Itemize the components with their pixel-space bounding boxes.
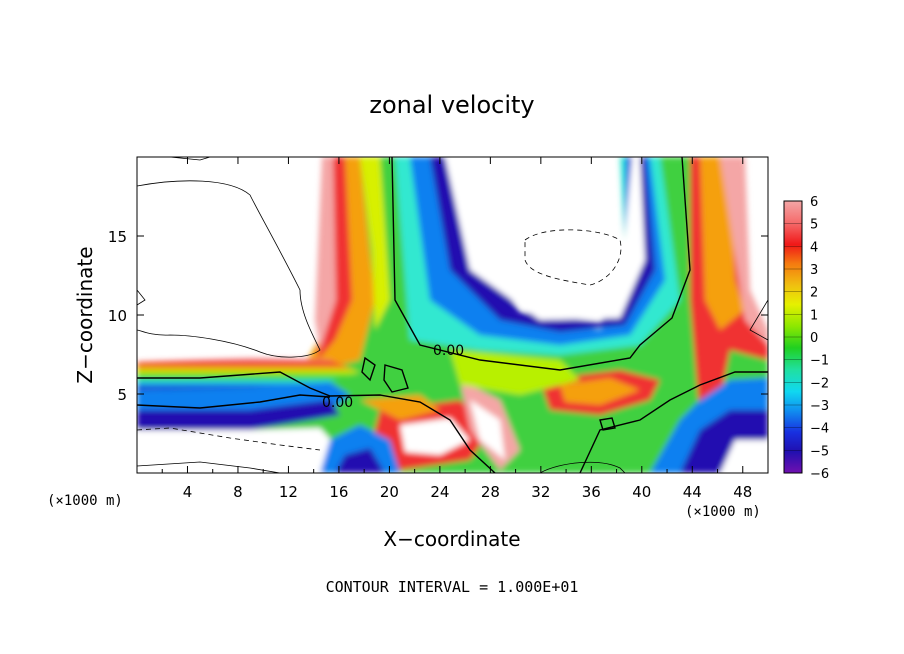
colorbar-label: −2: [810, 376, 829, 391]
zero-contours: [137, 157, 768, 473]
x-tick-label: 12: [279, 483, 298, 501]
colorbar-label: −4: [810, 422, 829, 437]
x-tick-label: 28: [481, 483, 500, 501]
contour-interval-note: CONTOUR INTERVAL = 1.000E+01: [326, 578, 579, 596]
colorbar-label: 4: [810, 240, 818, 255]
colorbar-label: −6: [810, 467, 829, 482]
x-axis: 4 8 12 16 20 24 28 32 36 40 44 48: [161, 157, 752, 501]
y-tick-label: 10: [108, 307, 127, 325]
x-unit-right: (×1000 m): [685, 504, 761, 520]
x-unit-left: (×1000 m): [47, 493, 123, 509]
y-tick-label: 5: [117, 386, 127, 404]
colorbar-label: 2: [810, 286, 818, 301]
x-tick-label: 48: [733, 483, 752, 501]
colorbar-label: −3: [810, 399, 829, 414]
x-tick-label: 20: [380, 483, 399, 501]
chart-title: zonal velocity: [369, 91, 534, 119]
y-tick-label: 15: [108, 228, 127, 246]
colorbar-label: −1: [810, 354, 829, 369]
y-axis-label: Z−coordinate: [73, 246, 97, 383]
colorbar-label: 1: [810, 308, 818, 323]
contour-label-lower: 0.00: [322, 395, 353, 411]
colorbar-label: 5: [810, 218, 818, 233]
colorbar-label: 0: [810, 331, 818, 346]
x-tick-label: 40: [632, 483, 651, 501]
colorbar: 6 5 4 3 2 1 0 −1 −2 −3 −4 −5 −6: [783, 195, 829, 482]
x-tick-label: 4: [183, 483, 193, 501]
colorbar-label: 3: [810, 263, 818, 278]
colorbar-label: −5: [810, 444, 829, 459]
y-axis: 5 10 15: [108, 228, 768, 404]
contour-label-upper: 0.00: [433, 343, 464, 359]
x-tick-label: 8: [233, 483, 243, 501]
x-axis-label: X−coordinate: [383, 527, 520, 551]
x-tick-label: 16: [329, 483, 348, 501]
x-tick-label: 24: [430, 483, 449, 501]
x-tick-label: 32: [531, 483, 550, 501]
x-tick-label: 44: [683, 483, 702, 501]
colorbar-label: 6: [810, 195, 818, 210]
x-tick-label: 36: [582, 483, 601, 501]
heatmap-field: 0.00 0.00: [137, 157, 768, 473]
